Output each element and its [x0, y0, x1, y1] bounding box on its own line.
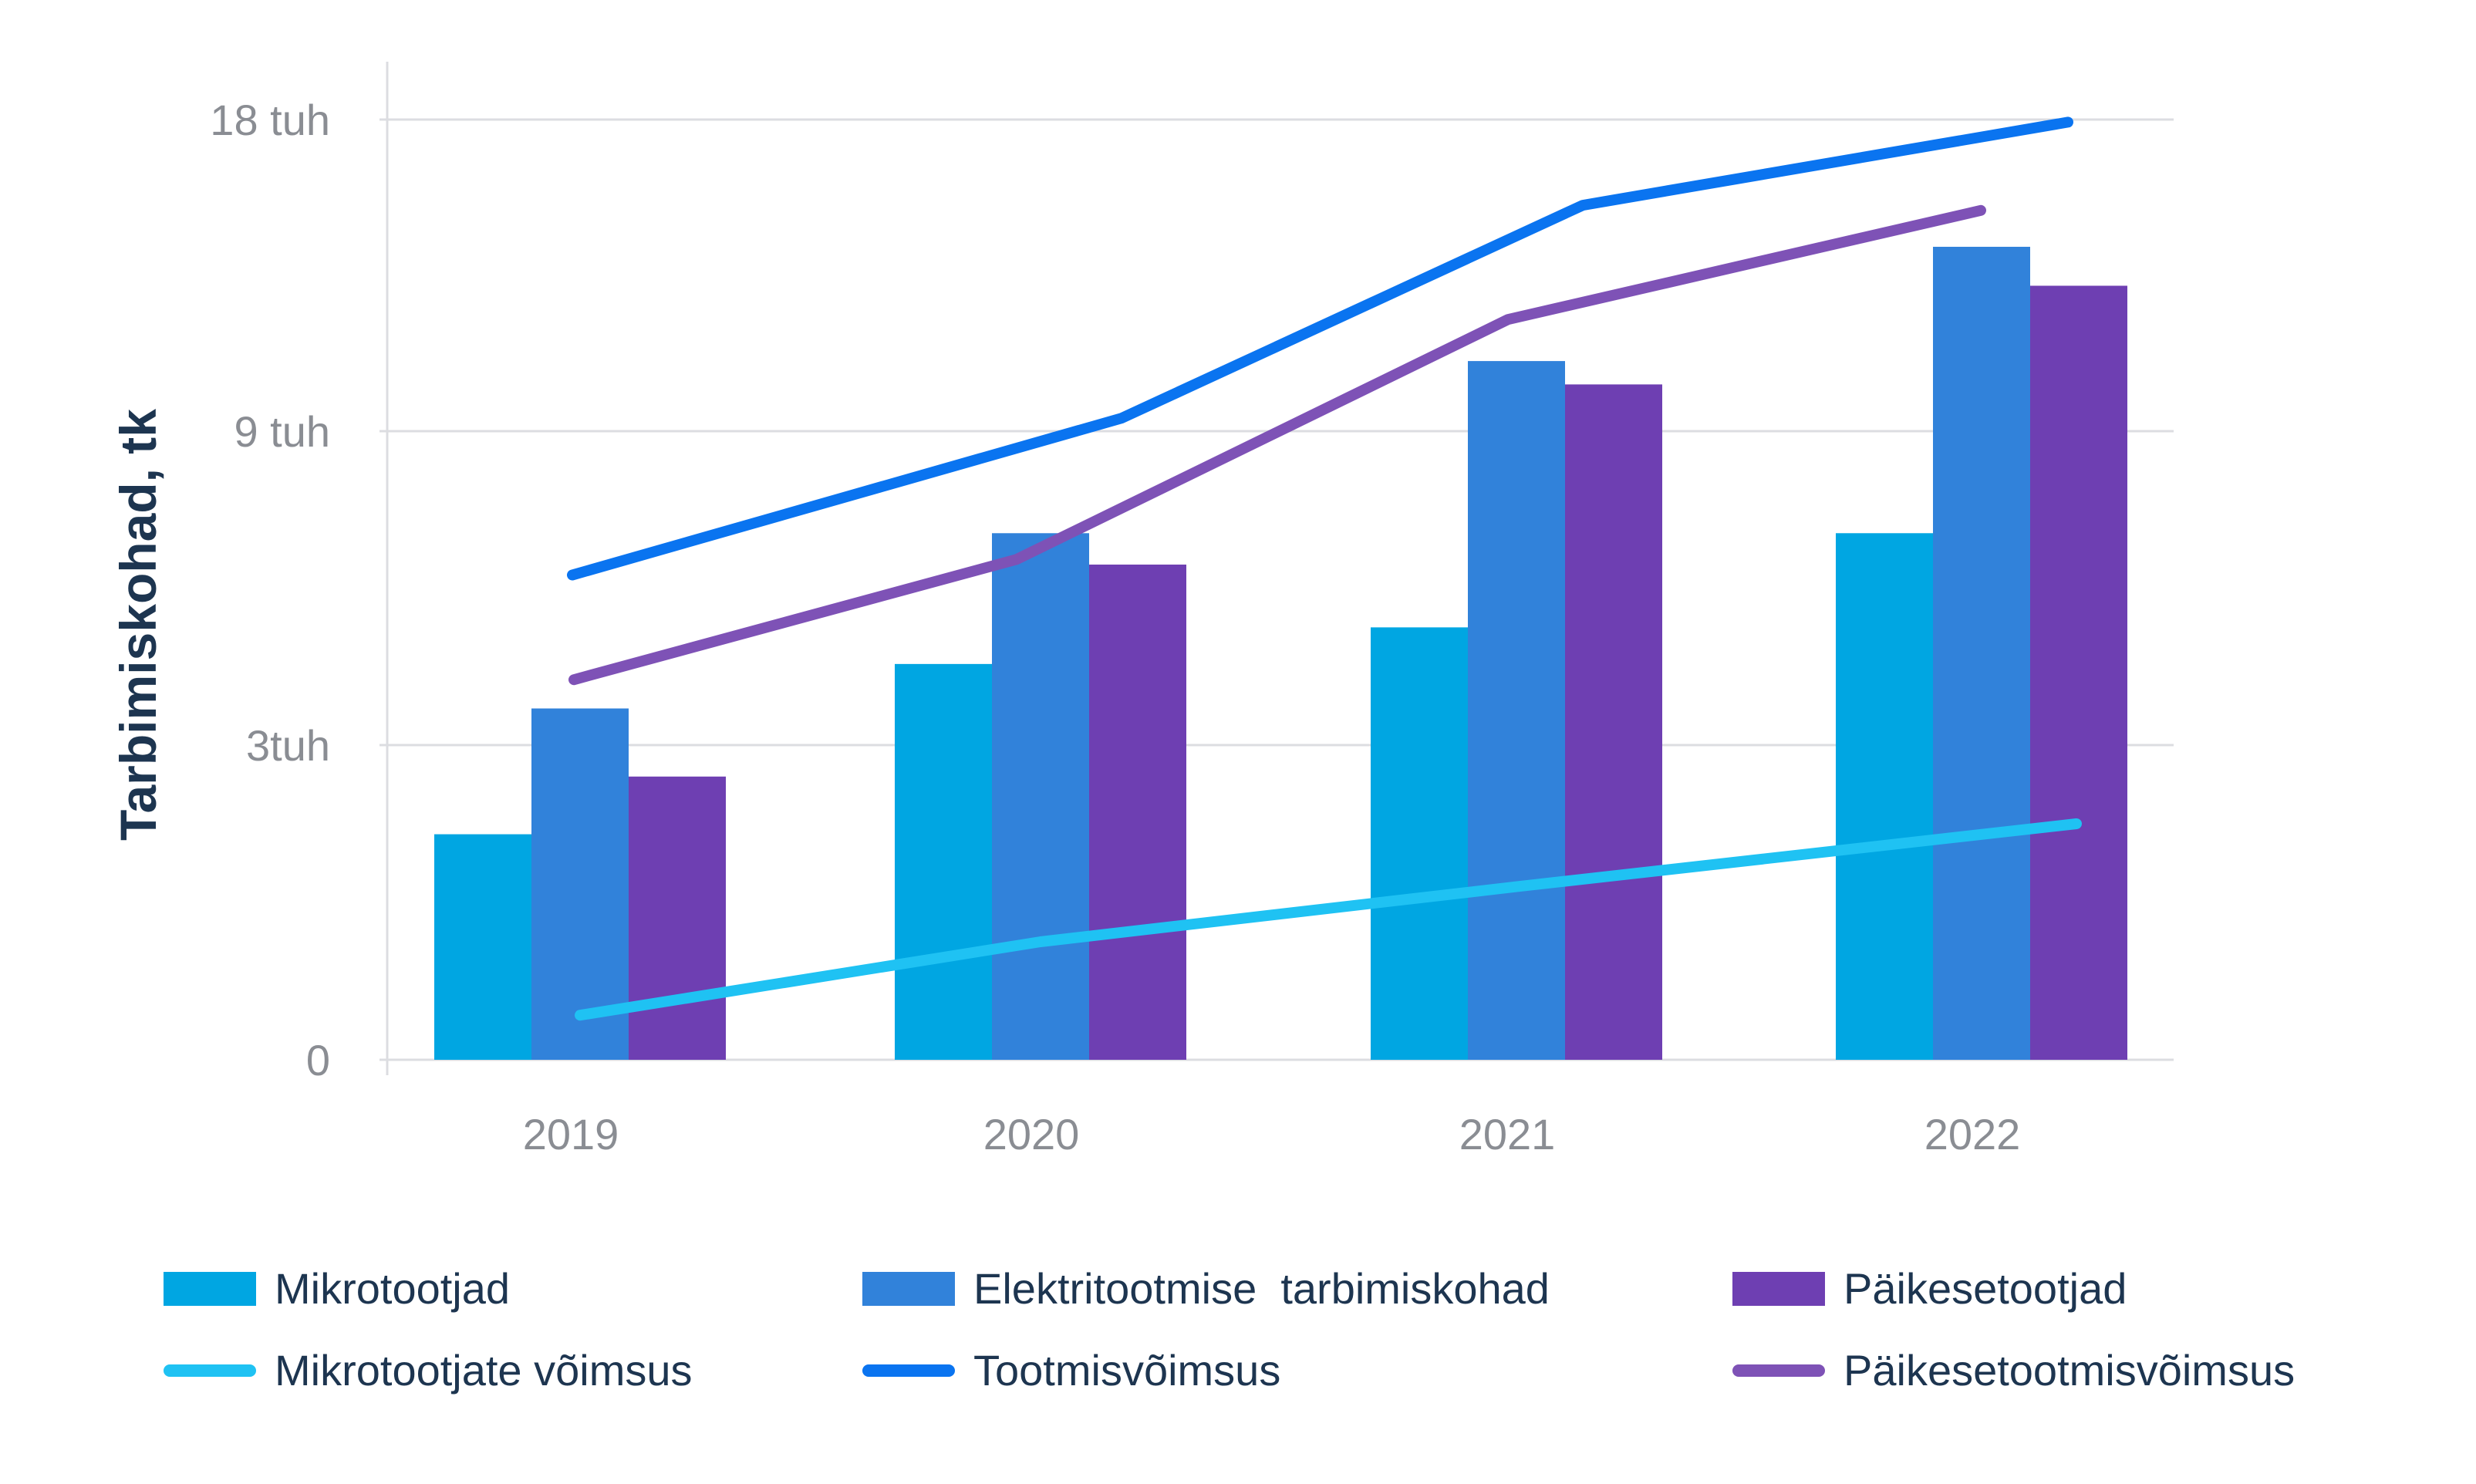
- bar-paikesetootjad-2020: [1089, 564, 1186, 1060]
- bars: [434, 246, 2127, 1061]
- legend-label: Mikrotootjad: [275, 1264, 511, 1313]
- legend-item-paikesetootmisvoimsus: Päikesetootmisvõimsus: [1732, 1345, 2295, 1395]
- legend-label: Elektritootmise tarbimiskohad: [973, 1264, 1550, 1313]
- bar-mikrotootjad-2019: [434, 834, 531, 1060]
- y-tick-label: 3tuh: [246, 721, 330, 770]
- legend-label: Päikesetootjad: [1844, 1264, 2127, 1313]
- bar-paikesetootjad-2019: [629, 776, 726, 1060]
- x-tick-label: 2020: [983, 1110, 1080, 1159]
- y-tick-label: 18 tuh: [210, 96, 330, 144]
- bar-paikesetootjad-2021: [1565, 384, 1662, 1060]
- legend-swatch-paikesetootjad: [1732, 1271, 1825, 1306]
- legend-item-paikesetootjad: Päikesetootjad: [1732, 1263, 2127, 1314]
- bar-elektritootmise-tarbimiskohad-2020: [992, 533, 1089, 1060]
- bar-elektritootmise-tarbimiskohad-2022: [1933, 246, 2030, 1060]
- y-tick-labels: 0 3tuh 9 tuh 18 tuh: [210, 96, 330, 1084]
- legend-label: Mikrotootjate võimsus: [275, 1346, 693, 1395]
- y-tick-label: 9 tuh: [234, 407, 330, 456]
- legend-label: Päikesetootmisvõimsus: [1844, 1346, 2296, 1395]
- x-tick-label: 2022: [1924, 1110, 2021, 1159]
- legend-item-tootmisvoimsus: Tootmisvõimsus: [862, 1345, 1280, 1395]
- legend-swatch-mikrotootjad: [164, 1271, 256, 1306]
- legend-label: Tootmisvõimsus: [973, 1346, 1281, 1395]
- bar-mikrotootjad-2020: [895, 663, 992, 1060]
- legend-item-elektritootmise-tarbimiskohad: Elektritootmise tarbimiskohad: [862, 1263, 1550, 1314]
- bar-mikrotootjad-2022: [1836, 533, 1933, 1060]
- bar-elektritootmise-tarbimiskohad-2019: [531, 708, 629, 1060]
- bar-elektritootmise-tarbimiskohad-2021: [1468, 361, 1565, 1061]
- legend-swatch-mikrotootjate-voimsus: [164, 1364, 256, 1377]
- y-tick-label: 0: [306, 1036, 330, 1084]
- bar-mikrotootjad-2021: [1371, 627, 1468, 1060]
- bar-paikesetootjad-2022: [2030, 285, 2127, 1060]
- x-tick-label: 2021: [1459, 1110, 1556, 1159]
- legend-item-mikrotootjate-voimsus: Mikrotootjate võimsus: [164, 1345, 693, 1395]
- legend-swatch-paikesetootmisvoimsus: [1732, 1364, 1825, 1377]
- x-tick-label: 2019: [523, 1110, 619, 1159]
- line-tootmisvoimsus: [567, 116, 2073, 581]
- legend-swatch-elektritootmise-tarbimiskohad: [862, 1271, 955, 1306]
- line-paikesetootmisvoimsus: [568, 204, 1986, 686]
- legend-swatch-tootmisvoimsus: [862, 1364, 955, 1377]
- legend-item-mikrotootjad: Mikrotootjad: [164, 1263, 510, 1314]
- x-tick-labels: 2019 2020 2021 2022: [523, 1110, 2021, 1159]
- lines: [567, 116, 2082, 1021]
- y-axis-label: Tarbimiskohad, tk: [110, 409, 167, 841]
- line-mikrotootjate-voimsus: [575, 818, 2082, 1021]
